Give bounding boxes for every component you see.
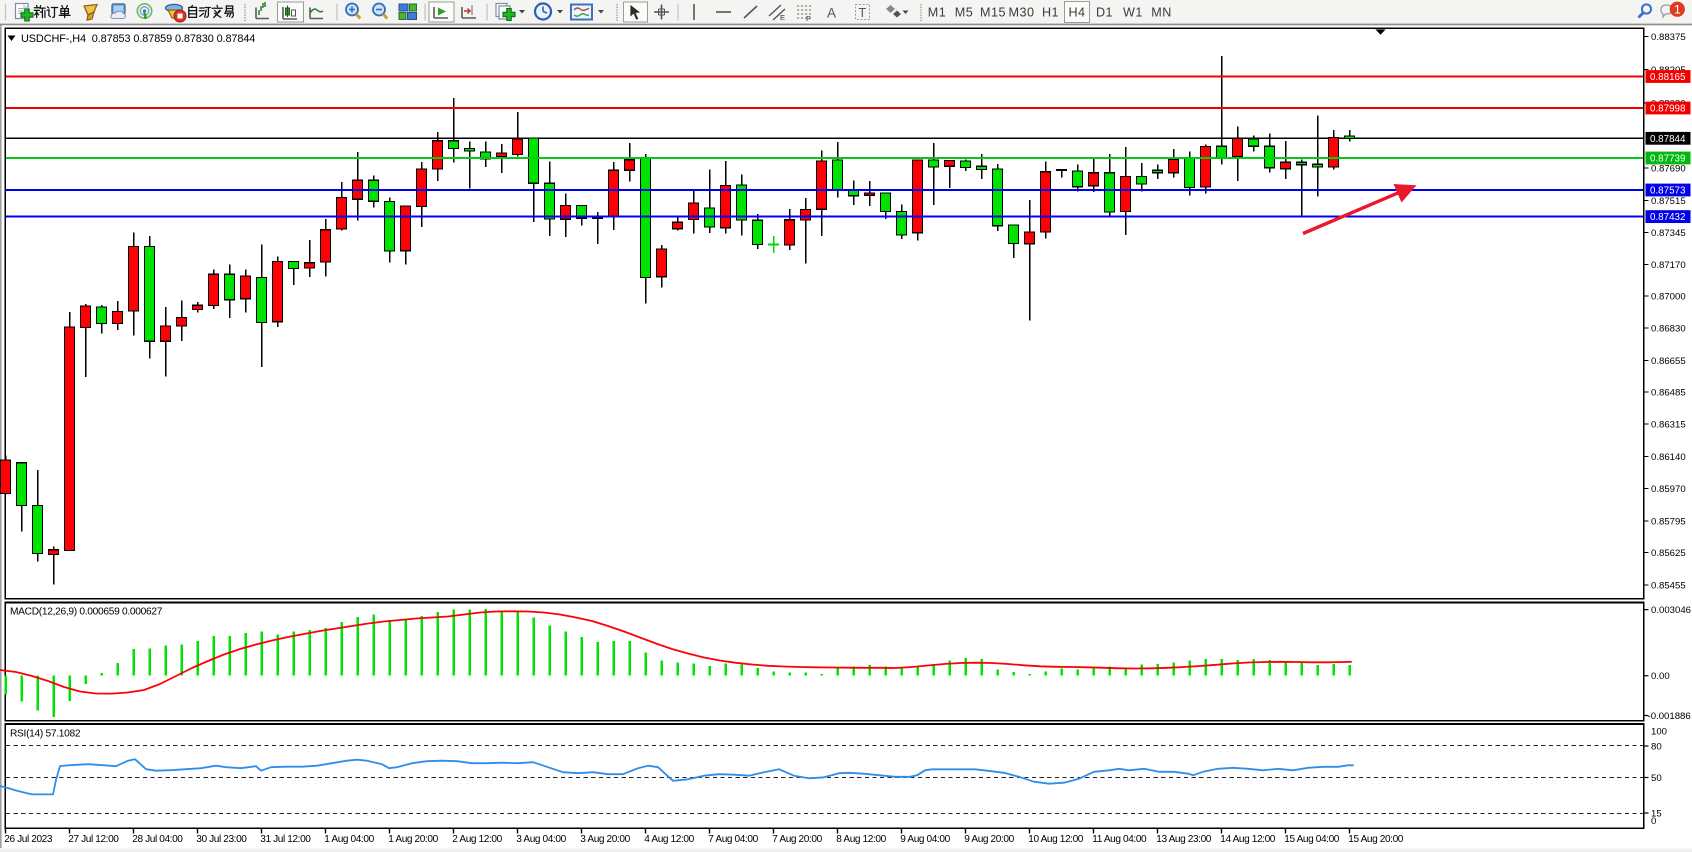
svg-text:0.87170: 0.87170 — [1651, 260, 1686, 271]
svg-text:H1: H1 — [1042, 6, 1059, 20]
svg-text:0.87690: 0.87690 — [1651, 163, 1686, 174]
svg-text:0.86830: 0.86830 — [1651, 323, 1686, 334]
svg-text:7 Aug 20:00: 7 Aug 20:00 — [772, 834, 822, 845]
svg-text:0.00: 0.00 — [1651, 671, 1670, 682]
svg-text:15: 15 — [1651, 808, 1662, 819]
svg-text:0.88165: 0.88165 — [1650, 72, 1686, 83]
svg-text:8 Aug 12:00: 8 Aug 12:00 — [836, 834, 886, 845]
svg-text:W1: W1 — [1123, 6, 1143, 20]
svg-text:0.86485: 0.86485 — [1651, 387, 1686, 398]
svg-text:A: A — [827, 6, 836, 21]
svg-text:9 Aug 20:00: 9 Aug 20:00 — [964, 834, 1014, 845]
svg-text:7 Aug 04:00: 7 Aug 04:00 — [708, 834, 758, 845]
svg-text:0.87844: 0.87844 — [1650, 134, 1686, 145]
svg-text:E: E — [780, 13, 785, 22]
svg-text:13 Aug 23:00: 13 Aug 23:00 — [1156, 834, 1211, 845]
svg-text:T: T — [859, 6, 867, 20]
svg-text:30 Jul 23:00: 30 Jul 23:00 — [196, 834, 247, 845]
svg-text:0.87739: 0.87739 — [1650, 154, 1685, 165]
svg-text:0.86140: 0.86140 — [1651, 452, 1686, 463]
svg-text:0.87515: 0.87515 — [1651, 196, 1686, 207]
svg-text:M30: M30 — [1009, 6, 1035, 20]
svg-text:0.003046: 0.003046 — [1651, 605, 1691, 616]
svg-text:14 Aug 12:00: 14 Aug 12:00 — [1220, 834, 1275, 845]
svg-text:M5: M5 — [955, 6, 974, 20]
svg-text:28 Jul 04:00: 28 Jul 04:00 — [132, 834, 183, 845]
svg-text:2 Aug 12:00: 2 Aug 12:00 — [452, 834, 502, 845]
svg-text:1 Aug 04:00: 1 Aug 04:00 — [324, 834, 374, 845]
svg-text:26 Jul 2023: 26 Jul 2023 — [4, 834, 53, 845]
svg-text:0.85625: 0.85625 — [1651, 548, 1686, 559]
svg-text:0.85970: 0.85970 — [1651, 484, 1686, 495]
svg-text:0.86315: 0.86315 — [1651, 419, 1686, 430]
svg-text:0.87345: 0.87345 — [1651, 228, 1686, 239]
svg-text:3 Aug 20:00: 3 Aug 20:00 — [580, 834, 630, 845]
svg-text:80: 80 — [1651, 741, 1662, 752]
svg-text:M1: M1 — [928, 6, 947, 20]
svg-text:31 Jul 12:00: 31 Jul 12:00 — [260, 834, 311, 845]
svg-text:3 Aug 04:00: 3 Aug 04:00 — [516, 834, 566, 845]
svg-text:50: 50 — [1651, 773, 1662, 784]
svg-text:M15: M15 — [980, 6, 1006, 20]
svg-text:0.85455: 0.85455 — [1651, 580, 1686, 591]
svg-text:H4: H4 — [1068, 6, 1085, 20]
svg-text:RSI(14) 57.1082: RSI(14) 57.1082 — [10, 728, 81, 739]
svg-text:0.87998: 0.87998 — [1650, 104, 1686, 115]
svg-text:1 Aug 20:00: 1 Aug 20:00 — [388, 834, 438, 845]
svg-text:MN: MN — [1151, 6, 1172, 20]
svg-text:0.86655: 0.86655 — [1651, 356, 1686, 367]
svg-text:10 Aug 12:00: 10 Aug 12:00 — [1028, 834, 1083, 845]
svg-text:4 Aug 12:00: 4 Aug 12:00 — [644, 834, 694, 845]
svg-text:11 Aug 04:00: 11 Aug 04:00 — [1092, 834, 1147, 845]
svg-text:1: 1 — [1674, 2, 1681, 16]
svg-text:9 Aug 04:00: 9 Aug 04:00 — [900, 834, 950, 845]
svg-text:27 Jul 12:00: 27 Jul 12:00 — [68, 834, 119, 845]
svg-text:15 Aug 04:00: 15 Aug 04:00 — [1284, 834, 1339, 845]
svg-text:15 Aug 20:00: 15 Aug 20:00 — [1348, 834, 1403, 845]
svg-text:-0.001886: -0.001886 — [1648, 711, 1691, 722]
svg-text:0.85795: 0.85795 — [1651, 516, 1686, 527]
svg-text:0.87432: 0.87432 — [1650, 212, 1685, 223]
svg-text:F: F — [806, 14, 811, 23]
svg-text:0.87000: 0.87000 — [1651, 291, 1686, 302]
svg-text:MACD(12,26,9) 0.000659 0.00062: MACD(12,26,9) 0.000659 0.000627 — [10, 607, 163, 618]
svg-text:0.88375: 0.88375 — [1651, 32, 1686, 43]
svg-text:USDCHF-,H4 0.87853 0.87859 0.: USDCHF-,H4 0.87853 0.87859 0.87830 0.878… — [21, 33, 255, 45]
svg-text:100: 100 — [1651, 726, 1667, 737]
svg-text:0: 0 — [1651, 816, 1656, 827]
svg-text:D1: D1 — [1096, 6, 1113, 20]
svg-text:0.87573: 0.87573 — [1650, 186, 1686, 197]
